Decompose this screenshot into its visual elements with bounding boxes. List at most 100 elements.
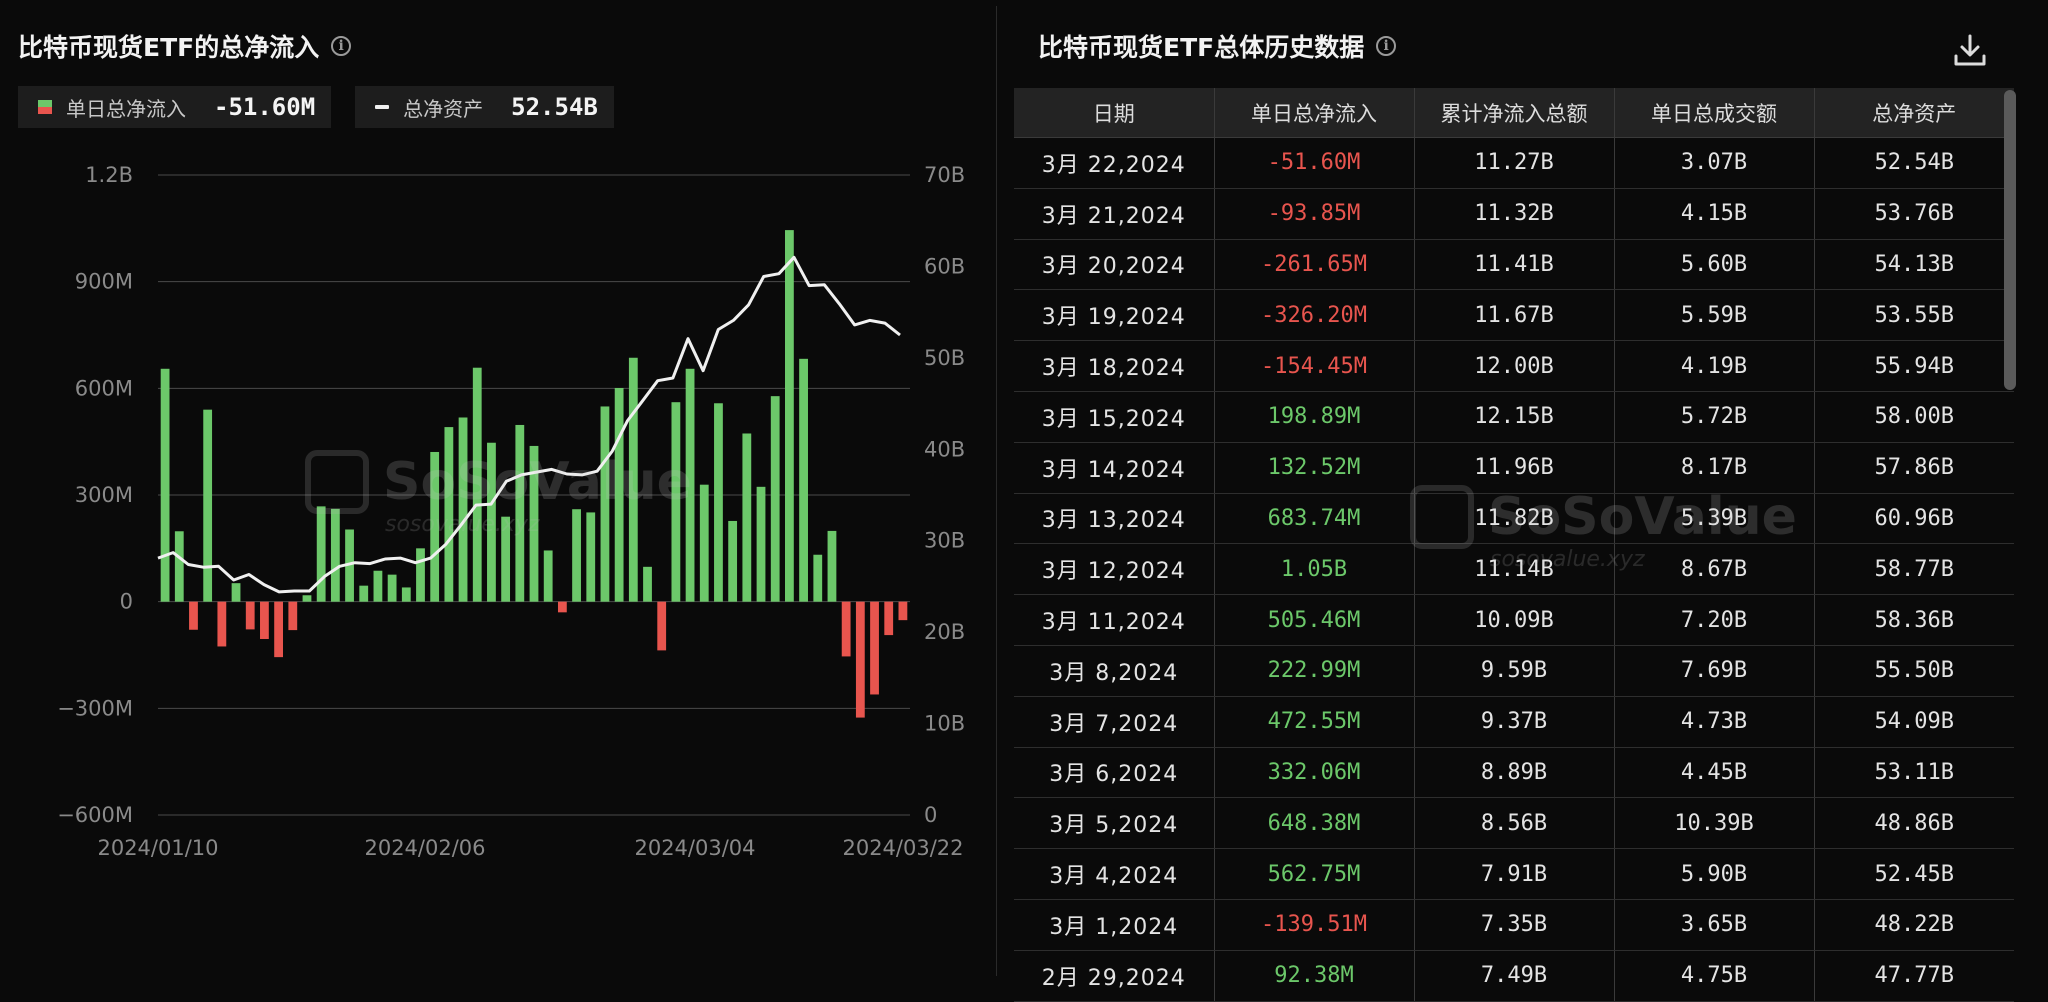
inflow-chart[interactable]: 1.2B 900M 600M 300M 0 −300M −600M 70B 60B 50B 40B 3… [0, 150, 995, 870]
bar [274, 601, 284, 658]
legend-value: -51.60M [214, 93, 316, 121]
history-table: 日期 单日总净流入 累计净流入总额 单日总成交额 总净资产 3月 22,2024… [1014, 88, 2014, 1002]
table-row[interactable]: 3月 19,2024 -326.20M 11.67B 5.59B 53.55B [1014, 289, 2014, 342]
cell-daily-inflow: 332.06M [1214, 747, 1415, 799]
col-header-daily-volume[interactable]: 单日总成交额 [1614, 88, 1815, 138]
cell-daily-inflow: 648.38M [1214, 797, 1415, 850]
table-row[interactable]: 3月 5,2024 648.38M 8.56B 10.39B 48.86B [1014, 797, 2014, 850]
cell-daily-inflow: 132.52M [1214, 442, 1415, 494]
bar [387, 574, 397, 602]
series-line-total-assets [157, 255, 901, 594]
cell-cumulative-inflow: 11.27B [1414, 137, 1615, 189]
bar [784, 230, 794, 602]
bar [543, 550, 553, 602]
cell-date: 3月 15,2024 [1014, 391, 1215, 443]
bar [189, 601, 198, 630]
cell-daily-volume: 8.17B [1614, 442, 1815, 494]
cell-total-assets: 54.13B [1814, 239, 2014, 291]
table-row[interactable]: 3月 13,2024 683.74M 11.82B 5.39B 60.96B [1014, 493, 2014, 545]
bar [898, 601, 908, 621]
y-left-tick-label: 600M [75, 376, 133, 400]
info-icon[interactable]: i [1376, 36, 1397, 56]
table-row[interactable]: 3月 18,2024 -154.45M 12.00B 4.19B 55.94B [1014, 340, 2014, 392]
cell-daily-volume: 4.73B [1614, 696, 1815, 748]
table-row[interactable]: 2月 29,2024 92.38M 7.49B 4.75B 47.77B [1014, 950, 2014, 1002]
legend-label: 单日总净流入 [66, 96, 186, 121]
col-header-date[interactable]: 日期 [1014, 88, 1215, 138]
info-icon[interactable]: i [331, 36, 352, 56]
cell-cumulative-inflow: 8.89B [1414, 747, 1615, 799]
cell-cumulative-inflow: 11.32B [1414, 188, 1615, 240]
inflow-chart-panel: 比特币现货ETF的总净流入 i 单日总净流入 -51.60M 总净资产 52.5… [0, 0, 995, 981]
bar [572, 509, 581, 602]
x-tick-label: 2024/03/04 [634, 836, 755, 860]
cell-date: 3月 19,2024 [1014, 289, 1215, 342]
table-row[interactable]: 3月 20,2024 -261.65M 11.41B 5.60B 54.13B [1014, 239, 2014, 291]
table-row[interactable]: 3月 4,2024 562.75M 7.91B 5.90B 52.45B [1014, 848, 2014, 900]
cell-daily-volume: 3.07B [1614, 137, 1815, 189]
cell-total-assets: 52.45B [1814, 848, 2014, 900]
legend-value: 52.54B [511, 93, 598, 121]
y-right-tick-label: 0 [924, 803, 937, 827]
cell-date: 3月 21,2024 [1014, 188, 1215, 240]
table-row[interactable]: 3月 15,2024 198.89M 12.15B 5.72B 58.00B [1014, 391, 2014, 443]
cell-daily-volume: 8.67B [1614, 543, 1815, 596]
table-scrollbar[interactable] [2004, 90, 2016, 390]
table-row[interactable]: 3月 8,2024 222.99M 9.59B 7.69B 55.50B [1014, 645, 2014, 697]
bar [600, 406, 610, 602]
table-row[interactable]: 3月 7,2024 472.55M 9.37B 4.73B 54.09B [1014, 696, 2014, 748]
bar [472, 367, 482, 602]
table-row[interactable]: 3月 22,2024 -51.60M 11.27B 3.07B 52.54B [1014, 137, 2014, 189]
table-row[interactable]: 3月 12,2024 1.05B 11.14B 8.67B 58.77B [1014, 543, 2014, 596]
bar [302, 595, 312, 602]
bar [174, 531, 184, 602]
table-row[interactable]: 3月 6,2024 332.06M 8.89B 4.45B 53.11B [1014, 747, 2014, 799]
cell-date: 3月 12,2024 [1014, 543, 1215, 596]
cell-daily-inflow: 562.75M [1214, 848, 1415, 900]
cell-cumulative-inflow: 11.14B [1414, 543, 1615, 596]
download-icon[interactable] [1950, 30, 1990, 70]
legend-item-total-assets[interactable]: 总净资产 52.54B [355, 86, 614, 128]
cell-total-assets: 48.86B [1814, 797, 2014, 850]
cell-total-assets: 58.00B [1814, 391, 2014, 443]
cell-cumulative-inflow: 11.67B [1414, 289, 1615, 342]
cell-cumulative-inflow: 12.15B [1414, 391, 1615, 443]
cell-daily-inflow: -139.51M [1214, 899, 1415, 951]
bar [699, 484, 709, 602]
x-tick-label: 2024/01/10 [97, 836, 218, 860]
bar [586, 512, 596, 602]
table-row[interactable]: 3月 11,2024 505.46M 10.09B 7.20B 58.36B [1014, 594, 2014, 646]
table-row[interactable]: 3月 1,2024 -139.51M 7.35B 3.65B 48.22B [1014, 899, 2014, 951]
cell-date: 3月 18,2024 [1014, 340, 1215, 392]
bar [685, 368, 695, 602]
col-header-total-assets[interactable]: 总净资产 [1814, 88, 2014, 138]
bar [501, 516, 511, 602]
chart-title-row: 比特币现货ETF的总净流入 i [18, 28, 352, 64]
history-table-wrap[interactable]: 日期 单日总净流入 累计净流入总额 单日总成交额 总净资产 3月 22,2024… [1014, 88, 2014, 1002]
cell-date: 3月 5,2024 [1014, 797, 1215, 850]
bar [444, 427, 454, 602]
cell-cumulative-inflow: 9.59B [1414, 645, 1615, 697]
bar [288, 601, 298, 631]
cell-total-assets: 58.36B [1814, 594, 2014, 646]
bar [515, 424, 525, 602]
bar [557, 601, 567, 613]
cell-date: 3月 11,2024 [1014, 594, 1215, 646]
cell-total-assets: 47.77B [1814, 950, 2014, 1002]
cell-daily-inflow: 222.99M [1214, 645, 1415, 697]
table-row[interactable]: 3月 21,2024 -93.85M 11.32B 4.15B 53.76B [1014, 188, 2014, 240]
cell-total-assets: 48.22B [1814, 899, 2014, 951]
chart-title: 比特币现货ETF的总净流入 [18, 33, 320, 62]
legend-label: 总净资产 [403, 96, 484, 121]
cell-date: 3月 14,2024 [1014, 442, 1215, 494]
col-header-cumulative-inflow[interactable]: 累计净流入总额 [1414, 88, 1615, 138]
y-right-tick-label: 10B [924, 712, 965, 736]
col-header-daily-inflow[interactable]: 单日总净流入 [1214, 88, 1415, 138]
legend-item-daily-inflow[interactable]: 单日总净流入 -51.60M [18, 86, 332, 128]
bar-swatch-icon [38, 100, 52, 114]
cell-daily-volume: 3.65B [1614, 899, 1815, 951]
table-row[interactable]: 3月 14,2024 132.52M 11.96B 8.17B 57.86B [1014, 442, 2014, 494]
cell-cumulative-inflow: 7.35B [1414, 899, 1615, 951]
bar [316, 506, 326, 602]
bar [756, 486, 766, 602]
